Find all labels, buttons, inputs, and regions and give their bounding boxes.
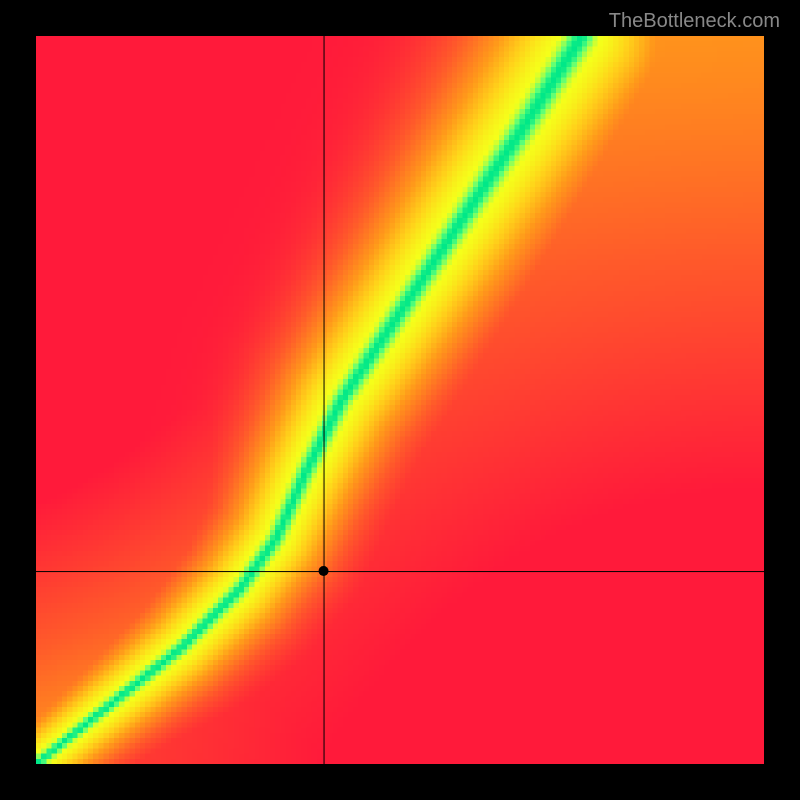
plot-area [36,36,764,764]
crosshair-overlay [36,36,764,764]
watermark-text: TheBottleneck.com [609,10,780,33]
figure-container: TheBottleneck.com [0,0,800,800]
